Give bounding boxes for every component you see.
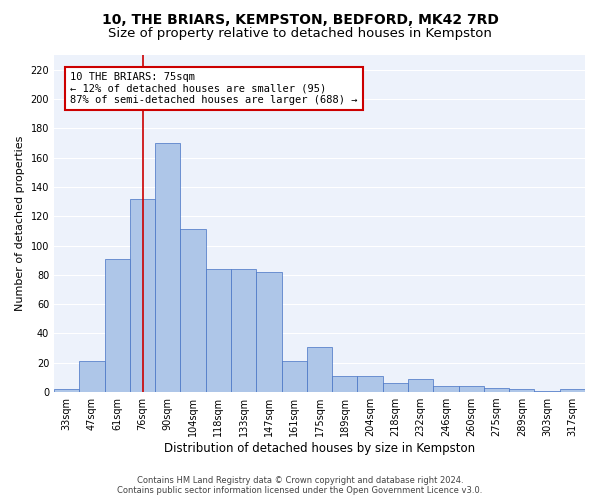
Bar [231,269,256,392]
Bar [155,143,181,392]
Bar [206,269,231,392]
Y-axis label: Number of detached properties: Number of detached properties [15,136,25,311]
Bar [130,198,155,392]
Bar [509,389,535,392]
Text: Size of property relative to detached houses in Kempston: Size of property relative to detached ho… [108,28,492,40]
X-axis label: Distribution of detached houses by size in Kempston: Distribution of detached houses by size … [164,442,475,455]
Bar [458,386,484,392]
Bar [256,272,281,392]
Bar [433,386,458,392]
Text: Contains HM Land Registry data © Crown copyright and database right 2024.: Contains HM Land Registry data © Crown c… [137,476,463,485]
Text: 10, THE BRIARS, KEMPSTON, BEDFORD, MK42 7RD: 10, THE BRIARS, KEMPSTON, BEDFORD, MK42 … [101,12,499,26]
Text: 10 THE BRIARS: 75sqm
← 12% of detached houses are smaller (95)
87% of semi-detac: 10 THE BRIARS: 75sqm ← 12% of detached h… [70,72,358,105]
Bar [104,258,130,392]
Bar [484,388,509,392]
Bar [560,389,585,392]
Bar [281,362,307,392]
Text: Contains public sector information licensed under the Open Government Licence v3: Contains public sector information licen… [118,486,482,495]
Bar [79,362,104,392]
Bar [358,376,383,392]
Bar [181,230,206,392]
Bar [535,390,560,392]
Bar [54,389,79,392]
Bar [307,346,332,392]
Bar [383,384,408,392]
Bar [408,379,433,392]
Bar [332,376,358,392]
